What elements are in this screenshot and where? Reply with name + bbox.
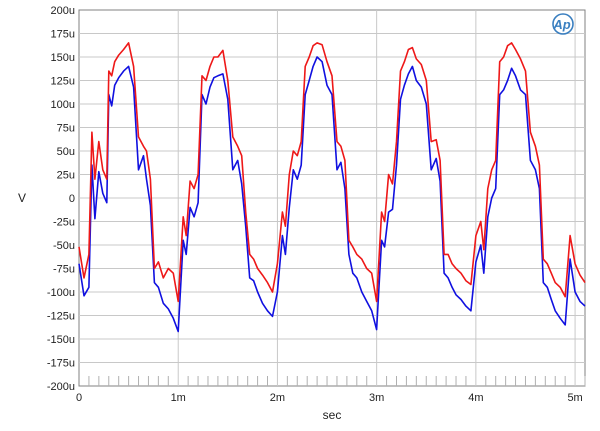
y-tick-labels: 200u 175u 150u 125u 100u 75u 50u 25u 0 -25u -50u -7… [47, 5, 75, 393]
ap-logo-ring [552, 13, 574, 35]
ap-logo: Ap [552, 13, 574, 35]
y-tick-label: -100u [47, 287, 75, 299]
y-axis-label: V [18, 191, 26, 205]
x-tick-label: 5m [567, 392, 582, 404]
y-tick-label: -200u [47, 381, 75, 393]
y-tick-label: -125u [47, 311, 75, 323]
y-tick-label: 175u [51, 29, 75, 41]
y-tick-label: 50u [57, 146, 75, 158]
grid [79, 10, 585, 386]
x-axis-label: sec [323, 408, 342, 422]
y-tick-label: 200u [51, 5, 75, 17]
y-tick-label: -75u [53, 264, 75, 276]
x-tick-label: 1m [171, 392, 186, 404]
x-tick-label: 0 [76, 392, 82, 404]
y-tick-label: -150u [47, 334, 75, 346]
ap-logo-text: Ap [552, 17, 570, 32]
series-layer [78, 42, 586, 333]
series-line-blue [78, 56, 586, 333]
y-tick-label: -50u [53, 240, 75, 252]
y-tick-label: 125u [51, 76, 75, 88]
minor-ticks [88, 376, 586, 386]
y-tick-label: 100u [51, 99, 75, 111]
y-tick-label: 150u [51, 52, 75, 64]
series-line-red [78, 42, 586, 303]
y-tick-label: 0 [69, 193, 75, 205]
y-tick-label: -25u [53, 217, 75, 229]
x-tick-label: 3m [369, 392, 384, 404]
x-tick-label: 2m [270, 392, 285, 404]
y-tick-label: 25u [57, 170, 75, 182]
x-tick-label: 4m [468, 392, 483, 404]
y-tick-label: 75u [57, 123, 75, 135]
y-tick-label: -175u [47, 358, 75, 370]
x-tick-labels: 0 1m 2m 3m 4m 5m [76, 392, 583, 404]
